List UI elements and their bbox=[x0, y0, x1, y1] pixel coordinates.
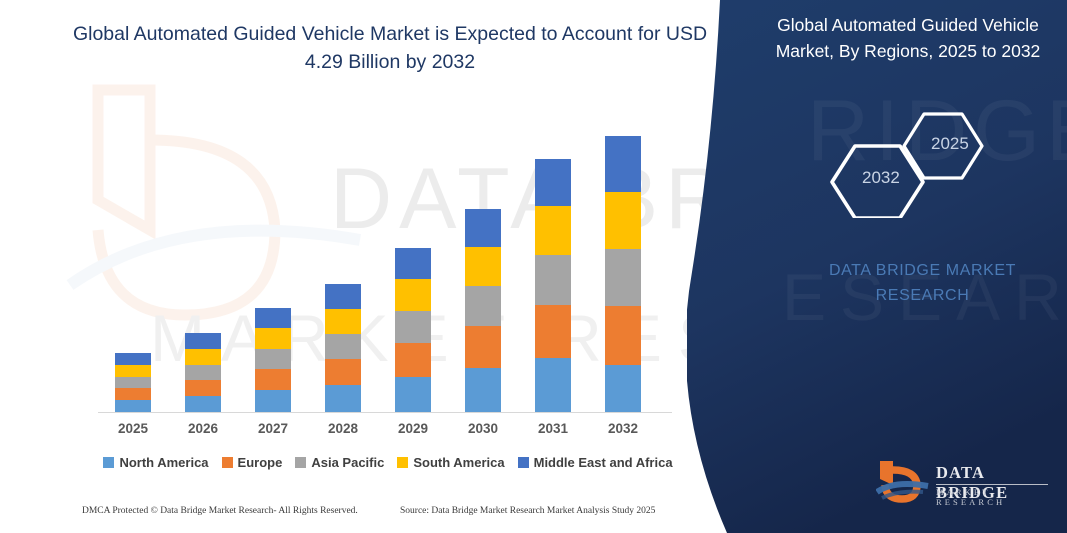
bar-segment-middle-east-and-africa bbox=[535, 159, 571, 206]
bar-2032 bbox=[605, 136, 641, 412]
bar-segment-north-america bbox=[325, 385, 361, 412]
bar-2029 bbox=[395, 248, 431, 412]
bar-segment-asia-pacific bbox=[535, 255, 571, 305]
bar-segment-middle-east-and-africa bbox=[605, 136, 641, 192]
svg-text:RIDGE: RIDGE bbox=[807, 83, 1067, 179]
logo-divider bbox=[936, 484, 1048, 485]
x-axis-label-2031: 2031 bbox=[537, 421, 569, 436]
bar-segment-europe bbox=[115, 388, 151, 400]
bar-segment-south-america bbox=[255, 328, 291, 349]
footer-source: Source: Data Bridge Market Research Mark… bbox=[400, 506, 656, 516]
footer-copyright: DMCA Protected © Data Bridge Market Rese… bbox=[82, 506, 358, 516]
legend-label: North America bbox=[119, 455, 209, 470]
bar-segment-asia-pacific bbox=[115, 377, 151, 388]
bar-2031 bbox=[535, 159, 571, 412]
legend-label: Middle East and Africa bbox=[533, 455, 673, 470]
bar-segment-middle-east-and-africa bbox=[465, 209, 501, 247]
bar-segment-middle-east-and-africa bbox=[185, 333, 221, 349]
x-axis-label-2029: 2029 bbox=[397, 421, 429, 436]
panel-brand-name: DATA BRIDGE MARKET RESEARCH bbox=[790, 258, 1055, 308]
bar-2030 bbox=[465, 209, 501, 412]
x-axis-label-2027: 2027 bbox=[257, 421, 289, 436]
bar-segment-south-america bbox=[535, 206, 571, 255]
svg-text:ESEARCH: ESEARCH bbox=[782, 260, 1067, 334]
bar-segment-europe bbox=[255, 369, 291, 390]
bar-segment-north-america bbox=[605, 365, 641, 412]
chart-legend: North America Europe Asia Pacific South Ame… bbox=[98, 455, 678, 470]
bar-segment-middle-east-and-africa bbox=[395, 248, 431, 279]
legend-item-north-america[interactable]: North America bbox=[103, 455, 209, 470]
right-panel: RIDGE ESEARCH bbox=[687, 0, 1067, 533]
hexagon-years: 2025 2032 bbox=[820, 108, 1000, 220]
legend-item-europe[interactable]: Europe bbox=[221, 455, 283, 470]
bars-layer bbox=[115, 136, 641, 412]
legend-label: South America bbox=[413, 455, 505, 470]
bar-segment-europe bbox=[535, 305, 571, 358]
bar-segment-asia-pacific bbox=[255, 349, 291, 369]
bar-segment-north-america bbox=[185, 396, 221, 412]
bar-segment-north-america bbox=[465, 368, 501, 412]
hexagon-2025-shape bbox=[902, 112, 984, 180]
bar-2026 bbox=[185, 333, 221, 412]
legend-label: Asia Pacific bbox=[311, 455, 385, 470]
bar-segment-south-america bbox=[605, 192, 641, 249]
bar-2028 bbox=[325, 284, 361, 412]
x-axis-label-2026: 2026 bbox=[187, 421, 219, 436]
panel-title: Global Automated Guided Vehicle Market, … bbox=[775, 15, 1041, 61]
bar-segment-europe bbox=[325, 359, 361, 385]
page-title: Global Automated Guided Vehicle Market i… bbox=[72, 23, 708, 73]
legend-swatch-icon bbox=[397, 457, 409, 468]
logo-text-top: DATA BRIDGE bbox=[936, 463, 1009, 502]
bar-segment-asia-pacific bbox=[325, 334, 361, 359]
footer: DMCA Protected © Data Bridge Market Rese… bbox=[0, 506, 716, 530]
legend-label: Europe bbox=[237, 455, 283, 470]
bar-segment-north-america bbox=[255, 390, 291, 412]
bar-segment-south-america bbox=[325, 309, 361, 334]
x-axis-line bbox=[98, 412, 672, 413]
legend-swatch-icon bbox=[221, 457, 233, 468]
bar-segment-south-america bbox=[185, 349, 221, 365]
bar-2027 bbox=[255, 308, 291, 412]
bar-segment-asia-pacific bbox=[605, 249, 641, 306]
x-axis-label-2032: 2032 bbox=[607, 421, 639, 436]
x-axis-label-2030: 2030 bbox=[467, 421, 499, 436]
hexagon-label-2032: 2032 bbox=[862, 168, 900, 187]
bar-segment-asia-pacific bbox=[185, 365, 221, 380]
bar-segment-south-america bbox=[115, 365, 151, 377]
bar-segment-asia-pacific bbox=[395, 311, 431, 343]
hexagon-label-2025: 2025 bbox=[931, 134, 969, 153]
legend-swatch-icon bbox=[103, 457, 115, 468]
bar-segment-asia-pacific bbox=[465, 286, 501, 326]
bar-segment-europe bbox=[185, 380, 221, 396]
bar-segment-europe bbox=[395, 343, 431, 377]
legend-swatch-icon bbox=[517, 457, 529, 468]
bar-segment-middle-east-and-africa bbox=[325, 284, 361, 309]
bar-segment-north-america bbox=[395, 377, 431, 412]
db-logo-icon bbox=[875, 461, 929, 503]
stacked-bar-chart: 2025 2026 2027 2028 2029 2030 2031 2032 bbox=[98, 136, 672, 436]
data-bridge-logo: DATA BRIDGE MARKET RESEARCH bbox=[875, 458, 1056, 510]
panel-brand-line-2: RESEARCH bbox=[875, 287, 970, 304]
x-axis-label-2025: 2025 bbox=[117, 421, 149, 436]
legend-item-south-america[interactable]: South America bbox=[397, 455, 505, 470]
bar-segment-middle-east-and-africa bbox=[255, 308, 291, 328]
legend-item-asia-pacific[interactable]: Asia Pacific bbox=[295, 455, 384, 470]
bar-2025 bbox=[115, 353, 151, 412]
bar-segment-south-america bbox=[465, 247, 501, 286]
x-axis-label-2028: 2028 bbox=[327, 421, 359, 436]
bar-segment-europe bbox=[465, 326, 501, 368]
panel-brand-line-1: DATA BRIDGE MARKET bbox=[828, 262, 1017, 279]
bar-segment-north-america bbox=[535, 358, 571, 412]
bar-segment-europe bbox=[605, 306, 641, 365]
logo-text-bottom: MARKET RESEARCH bbox=[936, 487, 1006, 507]
legend-item-middle-east-and-africa[interactable]: Middle East and Africa bbox=[517, 455, 673, 470]
bar-segment-south-america bbox=[395, 279, 431, 311]
bar-segment-middle-east-and-africa bbox=[115, 353, 151, 365]
legend-swatch-icon bbox=[295, 457, 307, 468]
bar-segment-north-america bbox=[115, 400, 151, 412]
